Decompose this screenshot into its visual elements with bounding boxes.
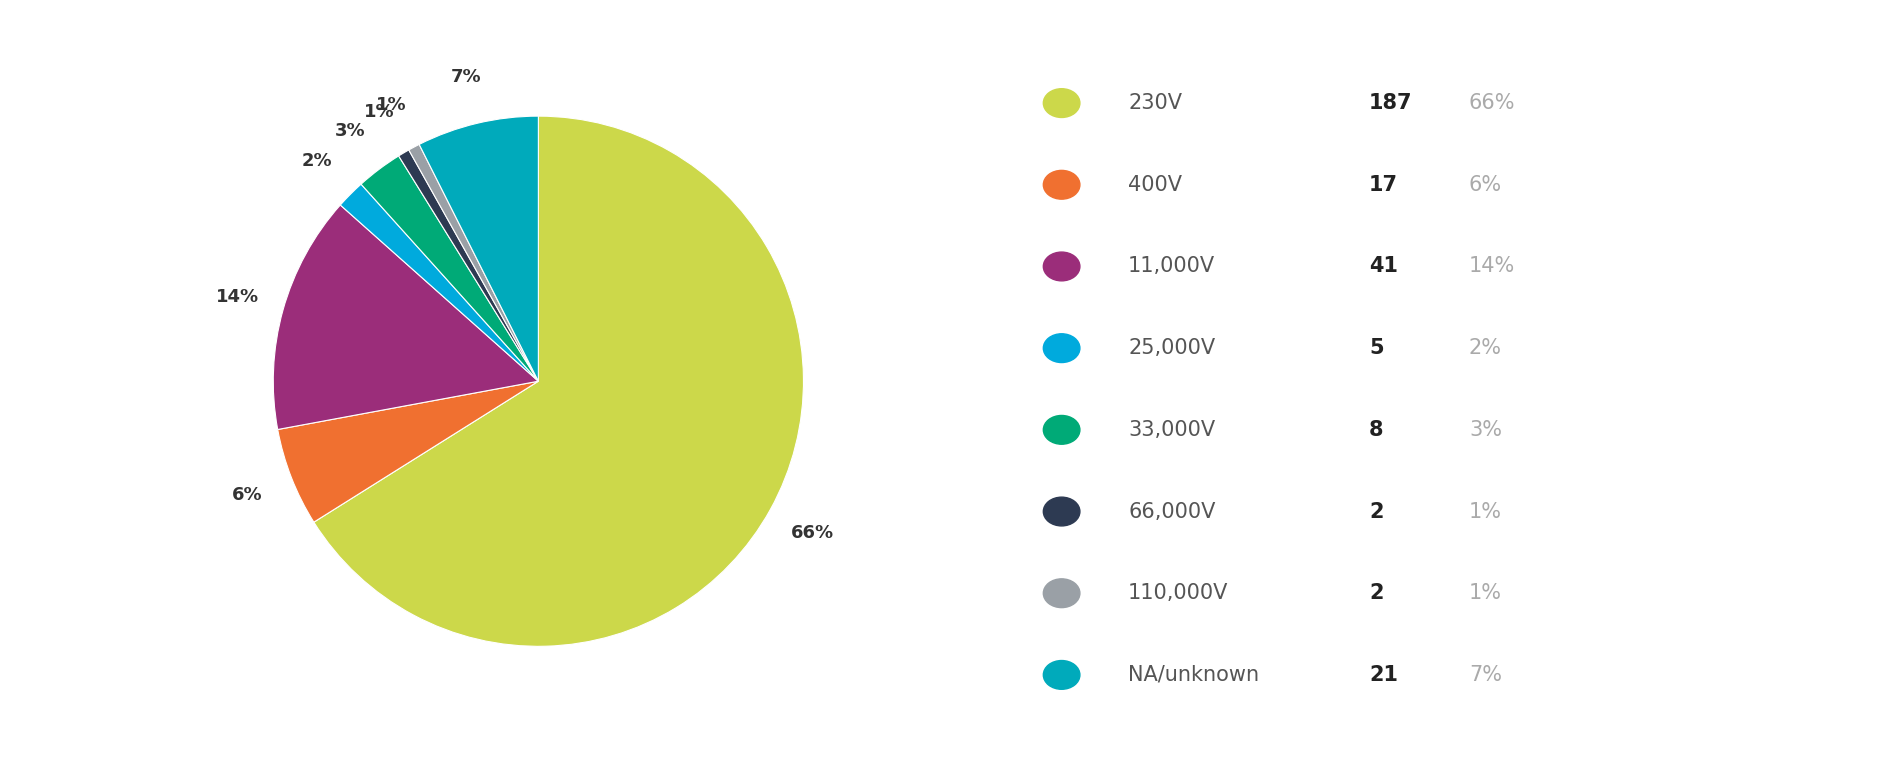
Text: 8: 8 [1370,420,1383,440]
Wedge shape [408,145,538,381]
Text: 110,000V: 110,000V [1128,584,1228,603]
Text: 2%: 2% [1470,338,1502,358]
Text: 1%: 1% [365,103,395,121]
Text: 2: 2 [1370,502,1383,521]
Wedge shape [340,184,538,381]
Text: 66,000V: 66,000V [1128,502,1215,521]
Wedge shape [314,116,803,647]
Text: 25,000V: 25,000V [1128,338,1215,358]
Circle shape [1043,89,1081,117]
Text: 21: 21 [1370,665,1398,685]
Text: 66%: 66% [791,524,833,541]
Circle shape [1043,334,1081,363]
Text: 14%: 14% [215,288,259,307]
Wedge shape [419,116,538,381]
Text: 7%: 7% [451,68,482,86]
Text: 400V: 400V [1128,175,1183,194]
Text: 5: 5 [1370,338,1385,358]
Circle shape [1043,579,1081,608]
Text: 33,000V: 33,000V [1128,420,1215,440]
Text: 1%: 1% [1470,584,1502,603]
Circle shape [1043,415,1081,444]
Text: 1%: 1% [1470,502,1502,521]
Text: 230V: 230V [1128,93,1183,113]
Text: 7%: 7% [1470,665,1502,685]
Wedge shape [361,156,538,381]
Circle shape [1043,170,1081,199]
Wedge shape [399,150,538,381]
Text: 11,000V: 11,000V [1128,257,1215,276]
Text: 3%: 3% [1470,420,1502,440]
Wedge shape [278,381,538,522]
Text: 14%: 14% [1470,257,1515,276]
Text: 66%: 66% [1470,93,1515,113]
Circle shape [1043,497,1081,526]
Text: 41: 41 [1370,257,1398,276]
Text: NA/unknown: NA/unknown [1128,665,1260,685]
Wedge shape [274,205,538,429]
Text: 3%: 3% [334,122,366,140]
Text: 6%: 6% [1470,175,1502,194]
Text: 17: 17 [1370,175,1398,194]
Circle shape [1043,661,1081,689]
Text: 2%: 2% [300,152,332,170]
Text: 2: 2 [1370,584,1383,603]
Text: 187: 187 [1370,93,1413,113]
Circle shape [1043,252,1081,281]
Text: 6%: 6% [232,486,263,504]
Text: 1%: 1% [376,96,406,114]
